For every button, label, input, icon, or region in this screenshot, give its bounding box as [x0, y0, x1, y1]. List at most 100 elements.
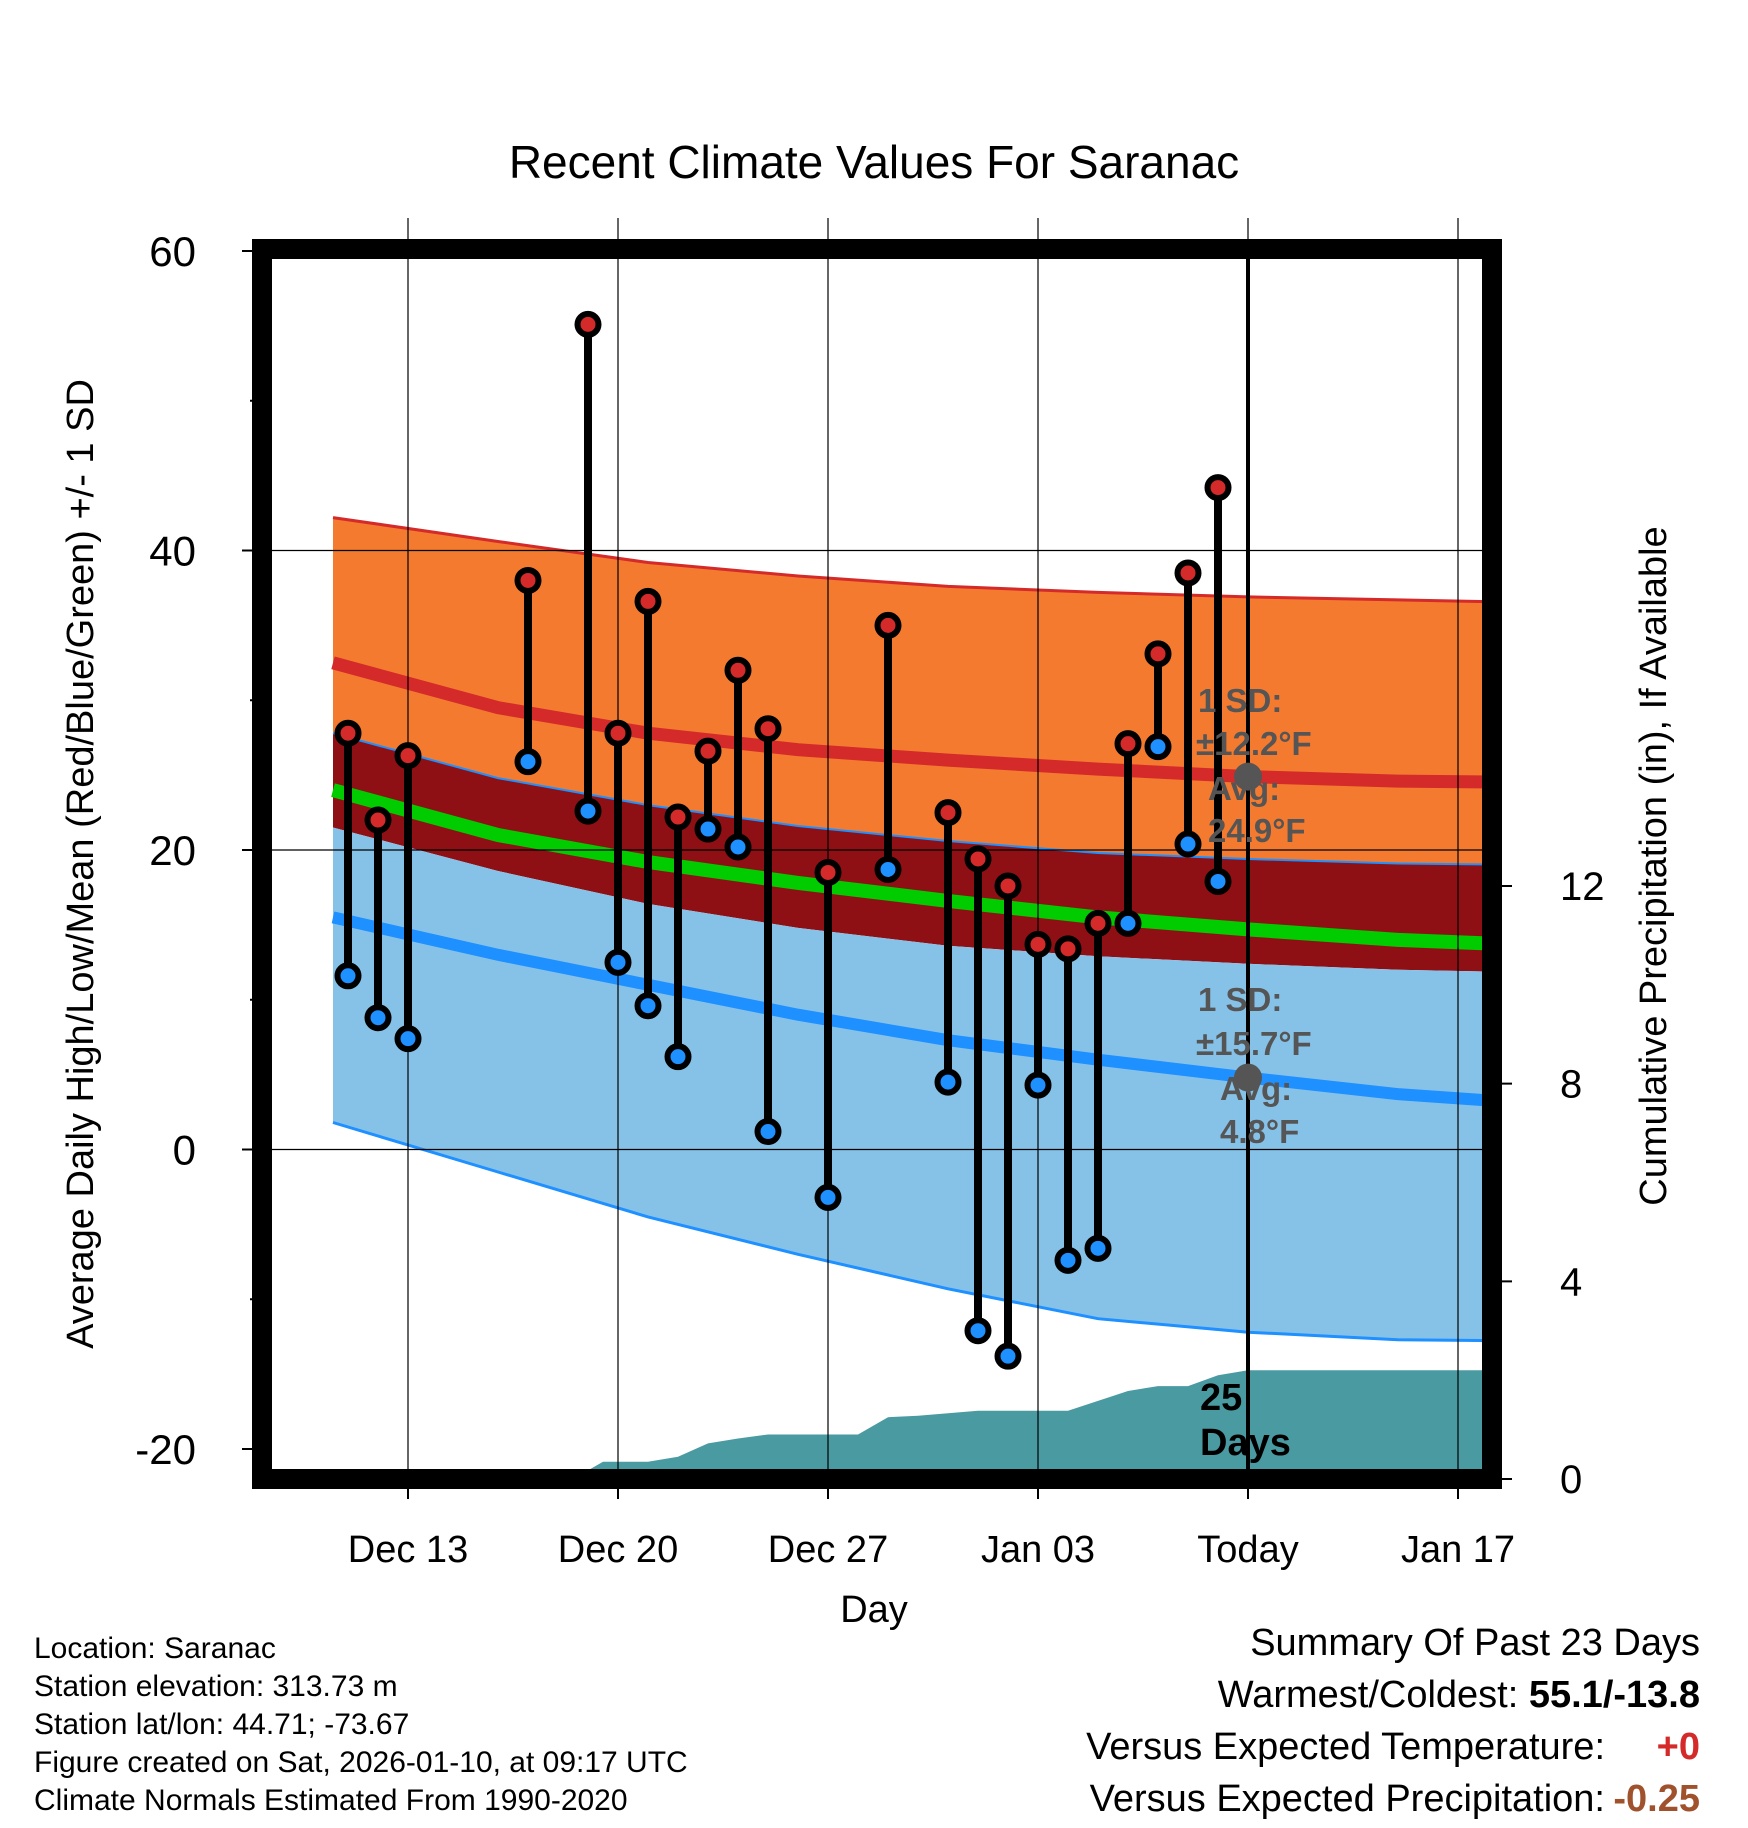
low-point: [1114, 909, 1142, 937]
high-point: [1054, 935, 1082, 963]
high-avg-label: Avg:: [1208, 770, 1280, 807]
high-point: [724, 656, 752, 684]
low-point: [964, 1317, 992, 1345]
footer-latlon: Station lat/lon: 44.71; -73.67: [34, 1708, 410, 1741]
low-point: [514, 748, 542, 776]
x-axis-label: Day: [840, 1589, 908, 1631]
low-sd-value: ±15.7°F: [1196, 1025, 1312, 1062]
high-point: [364, 806, 392, 834]
normal-annotations: 1 SD: ±12.2°F Avg: 24.9°F 1 SD: ±15.7°F Avg: 4.…: [1196, 682, 1312, 1150]
low-point: [694, 815, 722, 843]
x-tick-label: Dec 27: [768, 1529, 888, 1571]
low-lower-line: [332, 1121, 1492, 1343]
low-point: [1024, 1071, 1052, 1099]
low-point: [1054, 1246, 1082, 1274]
high-avg-line: [331, 656, 1492, 789]
x-tick-label: Jan 17: [1401, 1529, 1515, 1571]
high-point: [1144, 640, 1172, 668]
precip-fill: [573, 1370, 1492, 1479]
high-point: [1114, 730, 1142, 758]
low-point: [814, 1183, 842, 1211]
y2-tick-label: 4: [1560, 1260, 1582, 1304]
precipitation-area: [573, 1370, 1492, 1479]
high-point: [634, 587, 662, 615]
high-point: [1174, 559, 1202, 587]
x-tick-label: Today: [1197, 1529, 1298, 1571]
y2-axis-label: Cumulative Precipitation (in), If Availa…: [1633, 526, 1675, 1205]
high-avg-value: 24.9°F: [1208, 812, 1306, 849]
days-count: 25: [1200, 1377, 1242, 1419]
high-point: [964, 845, 992, 873]
y2-tick-label: 12: [1560, 865, 1605, 909]
y2-tick-label: 8: [1560, 1063, 1582, 1107]
low-point: [934, 1068, 962, 1096]
y-tick-label: 0: [173, 1127, 196, 1174]
high-point: [994, 872, 1022, 900]
low-point: [334, 962, 362, 990]
y-tick-label: 40: [149, 528, 196, 575]
low-point: [604, 948, 632, 976]
daily-range-stems: [344, 320, 1222, 1361]
high-point: [754, 715, 782, 743]
low-point: [724, 833, 752, 861]
warm-cold-label: Warmest/Coldest:: [1217, 1674, 1529, 1716]
low-avg-marker: [1234, 1063, 1262, 1092]
low-point: [994, 1342, 1022, 1370]
low-avg-label: Avg:: [1220, 1070, 1292, 1107]
summary-warm-cold: Warmest/Coldest: 55.1/-13.8: [1218, 1674, 1700, 1717]
high-point: [1204, 474, 1232, 502]
low-avg-value: 4.8°F: [1220, 1113, 1299, 1150]
precip-vs-expected-value: -0.25: [1613, 1778, 1700, 1821]
low-point: [874, 855, 902, 883]
warm-cold-value: 55.1/-13.8: [1528, 1674, 1700, 1716]
y-tick-label: -20: [135, 1426, 196, 1473]
low-point: [1084, 1234, 1112, 1262]
footer-normals: Climate Normals Estimated From 1990-2020: [34, 1784, 628, 1817]
chart-title: Recent Climate Values For Saranac: [509, 136, 1239, 188]
high-point: [874, 611, 902, 639]
low-point: [1174, 830, 1202, 858]
high-upper-line: [332, 516, 1492, 604]
high-point: [514, 566, 542, 594]
low-point: [664, 1043, 692, 1071]
mean-sd-band: [333, 733, 1492, 972]
low-point: [1204, 867, 1232, 895]
high-point: [604, 719, 632, 747]
temp-vs-expected-label: Versus Expected Temperature:: [1086, 1726, 1605, 1768]
footer-location: Location: Saranac: [34, 1632, 276, 1665]
high-sd-label: 1 SD:: [1198, 682, 1282, 719]
high-point: [394, 742, 422, 770]
precip-value: -0.25: [1613, 1778, 1700, 1820]
x-tick-label: Dec 13: [348, 1529, 468, 1571]
low-point: [754, 1118, 782, 1146]
low-point: [574, 797, 602, 825]
temp-value: +0: [1656, 1726, 1700, 1768]
high-sd-value: ±12.2°F: [1196, 725, 1312, 762]
x-tick-label: Jan 03: [981, 1529, 1095, 1571]
high-point: [934, 799, 962, 827]
footer-elevation: Station elevation: 313.73 m: [34, 1670, 398, 1703]
normal-bands: [331, 516, 1492, 1343]
y2-tick-label: 0: [1560, 1458, 1582, 1502]
precip-vs-expected-label: Versus Expected Precipitation:: [1089, 1778, 1605, 1820]
low-sd-label: 1 SD:: [1198, 981, 1282, 1018]
footer-info: Location: Saranac Station elevation: 313…: [34, 1630, 688, 1820]
low-point: [634, 992, 662, 1020]
summary-title: Summary Of Past 23 Days: [1250, 1622, 1700, 1664]
high-point: [814, 858, 842, 886]
high-point: [1084, 909, 1112, 937]
low-point: [394, 1025, 422, 1053]
footer-created: Figure created on Sat, 2026-01-10, at 09…: [34, 1746, 688, 1779]
high-point: [334, 719, 362, 747]
high-point: [1024, 930, 1052, 958]
high-point: [694, 737, 722, 765]
y-tick-label: 60: [149, 228, 196, 275]
days-word: Days: [1200, 1422, 1291, 1464]
y-tick-label: 20: [149, 827, 196, 874]
daily-points: [334, 310, 1232, 1370]
high-point: [664, 803, 692, 831]
y-axis-label: Average Daily High/Low/Mean (Red/Blue/Gr…: [60, 379, 102, 1349]
grid-lines: [262, 218, 1492, 1479]
